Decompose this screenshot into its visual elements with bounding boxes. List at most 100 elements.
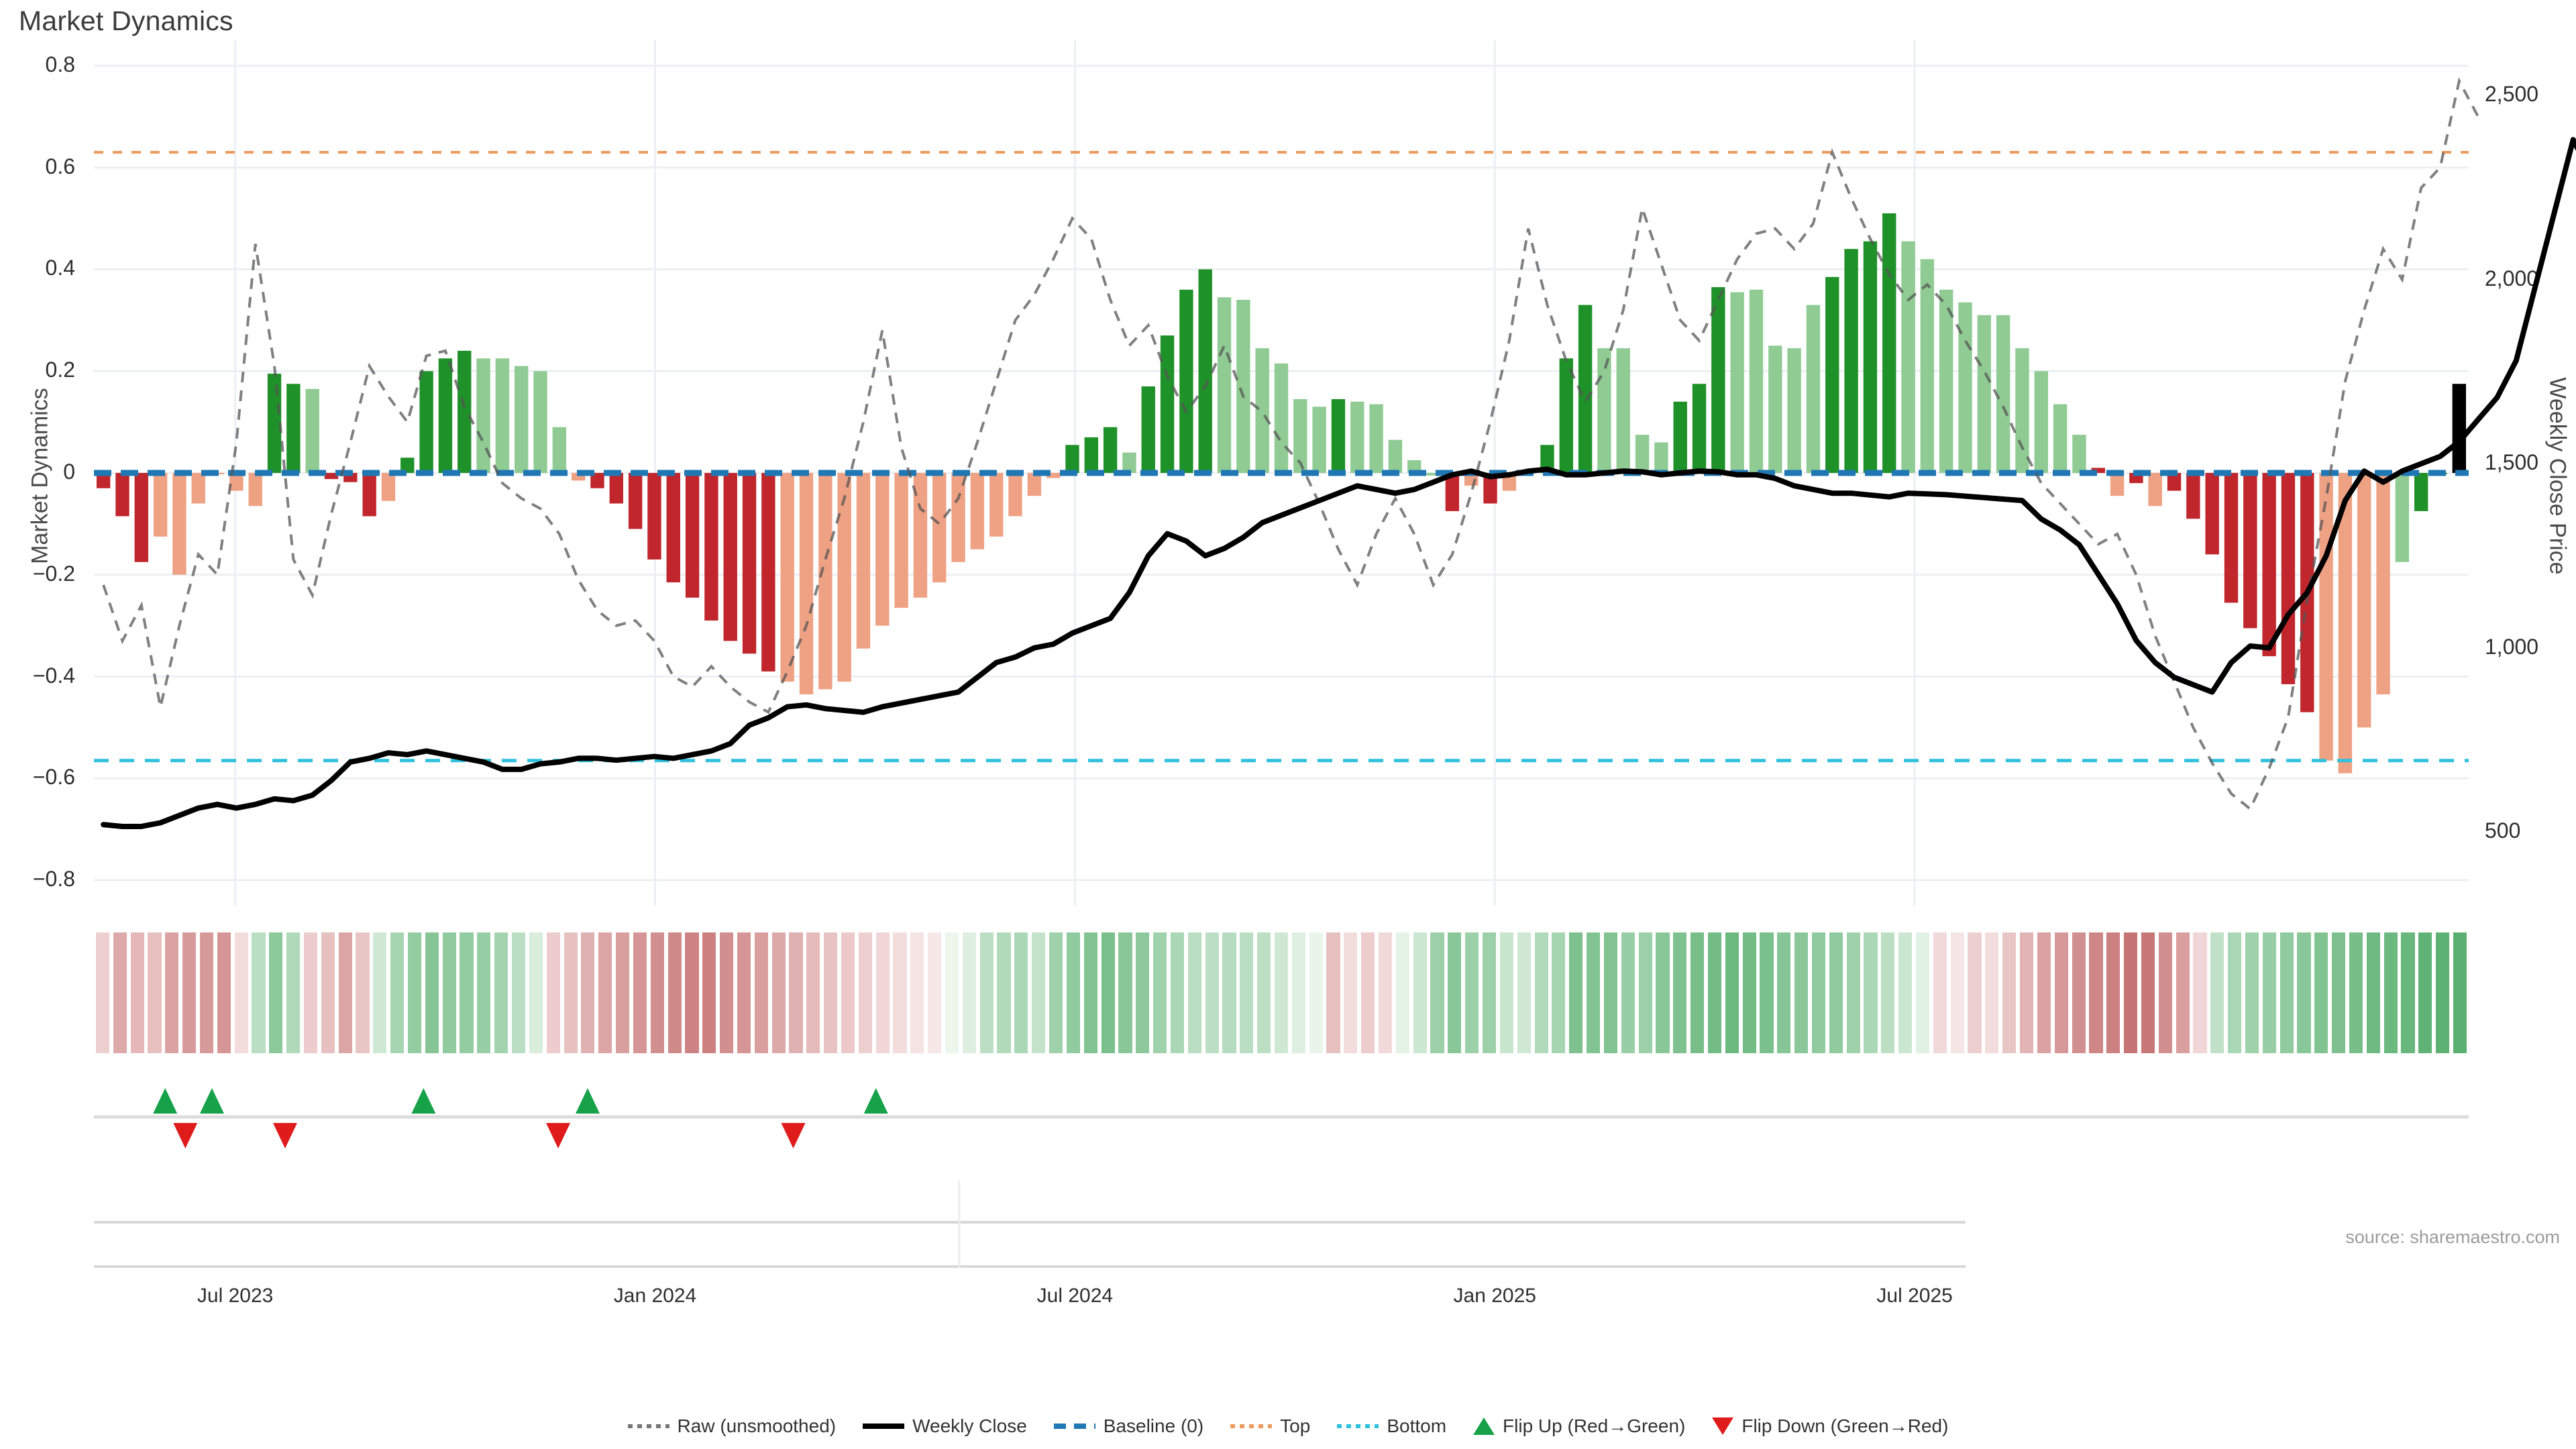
heat-cell bbox=[789, 932, 803, 1053]
heat-cell bbox=[2124, 932, 2138, 1053]
bar bbox=[1730, 292, 1744, 473]
bar bbox=[1882, 213, 1896, 473]
heat-cell bbox=[234, 932, 248, 1053]
bar bbox=[381, 473, 396, 501]
bar bbox=[1920, 259, 1935, 473]
heat-cell bbox=[2349, 932, 2363, 1053]
raw-unsmoothed-line bbox=[102, 76, 2479, 811]
heat-cell bbox=[2436, 932, 2450, 1053]
heat-cell bbox=[1187, 932, 1201, 1053]
bar bbox=[458, 350, 472, 473]
heat-cell bbox=[598, 932, 612, 1053]
heat-cell bbox=[373, 932, 387, 1053]
heat-cell bbox=[1205, 932, 1219, 1053]
heat-cell bbox=[1465, 932, 1479, 1053]
legend-item[interactable]: Weekly Close bbox=[863, 1415, 1027, 1437]
heat-cell bbox=[1621, 932, 1635, 1053]
heat-cell bbox=[720, 932, 734, 1053]
heat-cell bbox=[2210, 932, 2224, 1053]
legend-item[interactable]: Bottom bbox=[1337, 1415, 1446, 1437]
flip-up-marker bbox=[411, 1088, 436, 1114]
bar bbox=[894, 473, 908, 608]
bar bbox=[1008, 473, 1022, 517]
heat-cell bbox=[1534, 932, 1548, 1053]
heat-cell bbox=[1049, 932, 1063, 1053]
heat-cell bbox=[858, 932, 872, 1053]
heat-cell bbox=[841, 932, 855, 1053]
bar bbox=[1825, 276, 1839, 473]
y-axis-left-tick: −0.8 bbox=[32, 867, 75, 892]
dotted-line-icon bbox=[1337, 1424, 1379, 1428]
bar bbox=[1711, 287, 1725, 473]
y-axis-left-tick: −0.4 bbox=[32, 663, 75, 688]
heat-cell bbox=[1101, 932, 1115, 1053]
heat-cell bbox=[425, 932, 439, 1053]
heat-cell bbox=[1517, 932, 1531, 1053]
bar bbox=[1160, 335, 1175, 473]
heat-cell bbox=[928, 932, 942, 1053]
legend-label: Top bbox=[1280, 1415, 1311, 1436]
bar bbox=[1559, 358, 1573, 473]
heat-cell bbox=[1274, 932, 1289, 1053]
legend-item[interactable]: Raw (unsmoothed) bbox=[627, 1415, 836, 1437]
bar bbox=[2338, 473, 2353, 773]
bar bbox=[1236, 300, 1250, 473]
heat-cell bbox=[581, 932, 595, 1053]
heat-cell bbox=[806, 932, 820, 1053]
legend-item[interactable]: Top bbox=[1230, 1415, 1310, 1437]
bar bbox=[742, 473, 757, 654]
bar bbox=[723, 473, 737, 641]
heat-cell bbox=[2089, 932, 2103, 1053]
heat-cell bbox=[252, 932, 266, 1053]
heat-cell bbox=[1413, 932, 1427, 1053]
heat-cell bbox=[2106, 932, 2121, 1053]
heat-cell bbox=[2245, 932, 2259, 1053]
heat-cell bbox=[1777, 932, 1791, 1053]
legend-label: Flip Down (Green→Red) bbox=[1741, 1415, 1949, 1436]
bar-series bbox=[96, 213, 2467, 773]
heat-cell bbox=[2401, 932, 2415, 1053]
bar bbox=[1597, 348, 1611, 473]
legend-item[interactable]: Flip Down (Green→Red) bbox=[1712, 1415, 1948, 1437]
flip-down-marker bbox=[173, 1123, 198, 1148]
bar bbox=[1122, 452, 1136, 473]
bar bbox=[1255, 348, 1269, 473]
triangle-down-icon bbox=[1712, 1417, 1734, 1435]
bar bbox=[495, 358, 510, 473]
legend-label: Weekly Close bbox=[912, 1415, 1027, 1436]
heat-cell bbox=[1552, 932, 1566, 1053]
heat-cell bbox=[303, 932, 318, 1053]
x-axis-tick: Jan 2025 bbox=[1453, 1285, 1536, 1307]
bar bbox=[1844, 249, 1858, 473]
heat-cell bbox=[494, 932, 508, 1053]
heat-cell bbox=[737, 932, 751, 1053]
bar bbox=[1901, 241, 1915, 473]
heat-cell bbox=[1569, 932, 1583, 1053]
heat-cell bbox=[1968, 932, 1982, 1053]
heat-cell bbox=[910, 932, 924, 1053]
bar bbox=[780, 473, 794, 682]
heat-cell bbox=[2366, 932, 2380, 1053]
flip-marker-row bbox=[94, 1073, 2469, 1161]
bar bbox=[134, 473, 148, 562]
heat-cell bbox=[1656, 932, 1670, 1053]
legend: Raw (unsmoothed) Weekly Close Baseline (0)… bbox=[0, 1415, 2576, 1437]
heat-cell bbox=[1864, 932, 1878, 1053]
legend-item[interactable]: Baseline (0) bbox=[1053, 1415, 1203, 1437]
bar bbox=[2034, 371, 2048, 473]
heat-cell bbox=[1742, 932, 1756, 1053]
heat-cell bbox=[771, 932, 786, 1053]
heat-cell bbox=[1587, 932, 1601, 1053]
triangle-up-icon bbox=[1473, 1417, 1495, 1435]
heat-cell bbox=[356, 932, 370, 1053]
bar bbox=[1863, 241, 1878, 473]
heat-cell bbox=[893, 932, 907, 1053]
legend-item[interactable]: Flip Up (Red→Green) bbox=[1473, 1415, 1685, 1437]
bar bbox=[191, 473, 205, 504]
flip-markers bbox=[153, 1088, 888, 1148]
bar bbox=[2186, 473, 2200, 519]
heat-cell bbox=[2193, 932, 2207, 1053]
bar bbox=[628, 473, 643, 529]
bar bbox=[1312, 407, 1326, 473]
x-axis-tick: Jul 2024 bbox=[1036, 1285, 1114, 1307]
